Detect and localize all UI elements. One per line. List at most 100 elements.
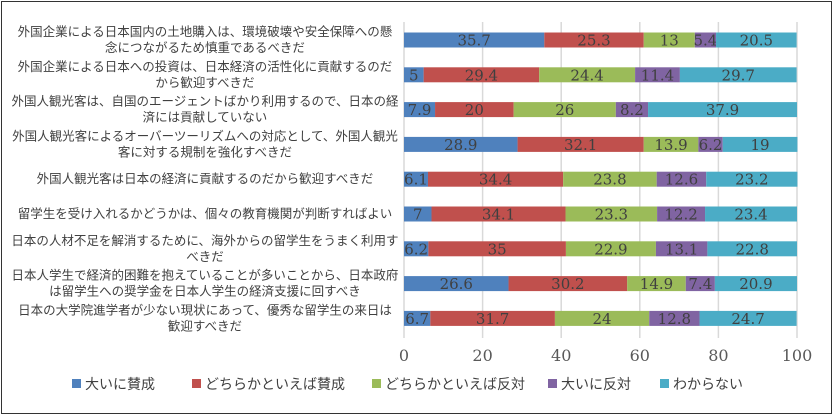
bar-segment — [705, 206, 797, 222]
legend-label: どちらかといえば賛成 — [205, 377, 345, 393]
data-label: 7 — [413, 206, 423, 224]
data-label: 23.2 — [735, 171, 768, 189]
x-tick-label: 60 — [630, 346, 650, 365]
bar-segment — [565, 241, 656, 257]
legend-item: 大いに反対 — [548, 377, 631, 393]
data-label: 37.9 — [706, 101, 739, 119]
bar-segment — [694, 32, 717, 48]
bar-segment — [517, 136, 644, 152]
data-label: 31.7 — [476, 310, 509, 328]
data-label: 12.6 — [665, 171, 698, 189]
data-label: 34.4 — [479, 171, 512, 189]
bar-segment — [404, 171, 428, 187]
x-tick-label: 100 — [782, 346, 813, 365]
data-label: 35.7 — [457, 32, 490, 50]
data-label: 34.1 — [482, 206, 515, 224]
bar-segment — [679, 67, 797, 83]
bar-segment — [657, 206, 706, 222]
data-label: 22.9 — [594, 240, 627, 258]
bar-segment — [615, 102, 649, 118]
data-label: 20.9 — [739, 275, 772, 293]
data-label: 6.1 — [404, 171, 428, 189]
data-label: 24 — [593, 310, 612, 328]
bar-segment — [635, 67, 680, 83]
bar-segment — [699, 310, 797, 326]
bar-segment — [649, 310, 700, 326]
data-label: 7.4 — [688, 275, 712, 293]
bar-segment — [544, 32, 644, 48]
category-label: 日本人学生で経済的困難を抱えていることが多いことから、日本政府は留学生への奨学金… — [12, 268, 399, 299]
legend-item: 大いに賛成 — [72, 377, 155, 393]
bar-segment — [431, 206, 566, 222]
bar-segment — [404, 102, 436, 118]
legend-label: わからない — [673, 377, 743, 393]
bar-segment — [706, 171, 798, 187]
data-label: 26.6 — [440, 275, 473, 293]
bar-segment — [565, 206, 658, 222]
data-label: 6.2 — [699, 136, 723, 154]
bar-segment — [435, 102, 514, 118]
data-label: 5 — [409, 66, 419, 84]
data-label: 30.2 — [551, 275, 584, 293]
bar-segment — [656, 171, 707, 187]
data-label: 35 — [488, 240, 507, 258]
legend-item: わからない — [660, 377, 743, 393]
legend-swatch — [372, 379, 381, 388]
bar-segment — [404, 276, 509, 292]
bar-segment — [404, 206, 432, 222]
legend-swatch — [548, 379, 557, 388]
data-label: 13.1 — [665, 240, 698, 258]
legend-label: どちらかといえば反対 — [385, 377, 525, 393]
data-label: 29.7 — [722, 66, 755, 84]
data-label: 32.1 — [564, 136, 597, 154]
data-label: 5.4 — [694, 32, 718, 50]
data-label: 28.9 — [444, 136, 477, 154]
bar-segment — [722, 136, 798, 152]
bar-segment — [404, 32, 545, 48]
bar-segment — [655, 241, 708, 257]
bar-segment — [643, 32, 695, 48]
data-label: 14.9 — [640, 275, 673, 293]
category-label: 外国人観光客は、自国のエージェントばかり利用するので、日本の経済には貢献していな… — [11, 94, 399, 125]
bar-segment — [428, 241, 566, 257]
data-label: 12.8 — [658, 310, 691, 328]
data-label: 24.7 — [731, 310, 764, 328]
x-tick-label: 0 — [399, 346, 409, 365]
data-label: 19 — [751, 136, 770, 154]
bar-segment — [404, 310, 431, 326]
legend-swatch — [72, 379, 81, 388]
category-label: 外国人観光客によるオーバーツーリズムへの対応として、外国人観光客に対する規制を強… — [12, 128, 398, 159]
category-label: 日本の大学院進学者が少ない現状にあって、優秀な留学生の来日は歓迎すべきだ — [18, 302, 392, 333]
bar-segment — [539, 67, 636, 83]
x-tick-label: 20 — [472, 346, 492, 365]
data-label: 23.8 — [593, 171, 626, 189]
bar-segment — [404, 136, 518, 152]
category-label: 外国人観光客は日本の経済に貢献するのだから歓迎すべきだ — [37, 171, 374, 186]
bar-segment — [714, 276, 797, 292]
legend-item: どちらかといえば反対 — [372, 377, 525, 393]
data-label: 23.3 — [595, 206, 628, 224]
x-tick-label: 80 — [708, 346, 728, 365]
data-label: 20.5 — [740, 32, 773, 50]
bar-segment — [643, 136, 699, 152]
data-label: 6.2 — [404, 240, 428, 258]
data-label: 24.4 — [570, 66, 603, 84]
legend-swatch — [192, 379, 201, 388]
data-label: 13.9 — [654, 136, 687, 154]
bar-segment — [685, 276, 715, 292]
bar-segment — [707, 241, 797, 257]
bar-segment — [404, 67, 424, 83]
legend-swatch — [660, 379, 669, 388]
legend-label: 大いに賛成 — [85, 377, 155, 393]
bar-segment — [698, 136, 723, 152]
bar-segment — [648, 102, 797, 118]
data-label: 22.8 — [735, 240, 768, 258]
bar-segment — [563, 171, 657, 187]
category-label: 日本の人材不足を解消するために、海外からの留学生をうまく利用すべきだ — [11, 233, 398, 264]
data-label: 23.4 — [734, 206, 767, 224]
bar-segment — [430, 310, 555, 326]
category-label: 外国企業による日本国内の土地購入は、環境破壊や安全保障への懸念につながるため慎重… — [18, 24, 393, 55]
bar-segment — [508, 276, 628, 292]
